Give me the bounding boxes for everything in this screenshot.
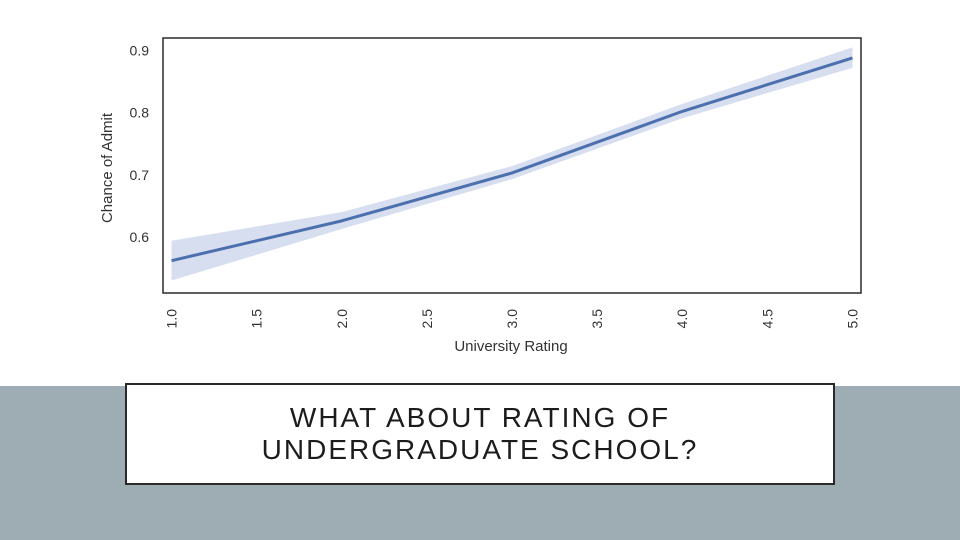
x-tick-label: 3.0 [504,309,520,329]
x-tick-label: 2.5 [419,309,435,329]
slide-title: WHAT ABOUT RATING OF UNDERGRADUATE SCHOO… [261,402,699,465]
x-tick-label: 1.5 [249,309,265,329]
x-tick-label: 1.0 [164,309,180,329]
x-axis-label: University Rating [454,338,567,355]
y-tick-label: 0.6 [130,229,150,245]
series-line [171,56,853,263]
plot-frame [162,37,862,294]
title-box: WHAT ABOUT RATING OF UNDERGRADUATE SCHOO… [125,383,835,485]
y-axis-label: Chance of Admit [99,112,116,223]
y-tick-label: 0.8 [130,105,150,121]
x-axis-ticks: 1.0 1.5 2.0 2.5 3.0 3.5 4.0 4.5 5.0 [164,309,861,329]
y-tick-label: 0.7 [130,167,150,183]
y-tick-label: 0.9 [130,42,150,58]
x-tick-label: 4.5 [759,309,775,329]
x-tick-label: 4.0 [674,309,690,329]
x-tick-label: 5.0 [844,309,860,329]
x-tick-label: 2.0 [334,309,350,329]
x-tick-label: 3.5 [589,309,605,329]
y-axis-ticks: 0.6 0.7 0.8 0.9 [130,42,150,245]
line-chart: 0.6 0.7 0.8 0.9 1.0 1.5 2.0 2.5 3.0 3.5 4.0 4.5 5.0… [99,37,862,355]
